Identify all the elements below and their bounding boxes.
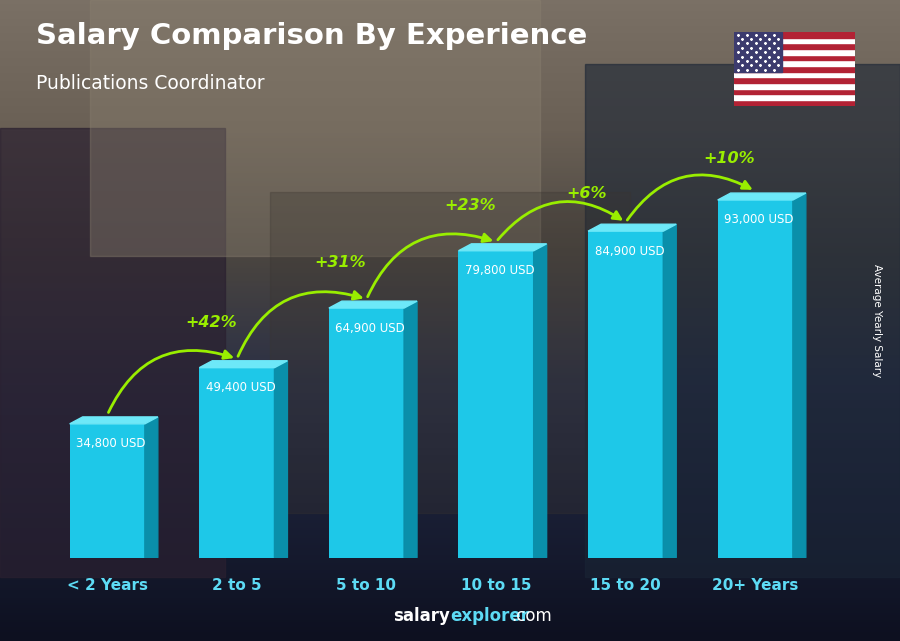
Text: 5 to 10: 5 to 10 [337,578,397,592]
Polygon shape [793,193,806,558]
Bar [90,0,540,256]
Polygon shape [588,224,676,231]
Polygon shape [404,301,417,558]
Text: 20+ Years: 20+ Years [712,578,798,592]
Text: Publications Coordinator: Publications Coordinator [36,74,265,93]
Bar [270,192,630,513]
Polygon shape [274,361,287,558]
Text: Average Yearly Salary: Average Yearly Salary [872,264,883,377]
Text: Salary Comparison By Experience: Salary Comparison By Experience [36,22,587,51]
Text: +31%: +31% [315,255,366,271]
Bar [734,88,855,94]
Polygon shape [145,417,158,558]
Polygon shape [199,361,287,368]
Text: < 2 Years: < 2 Years [67,578,148,592]
Text: explorer: explorer [450,607,529,625]
Bar [734,78,855,83]
Polygon shape [69,417,158,424]
Text: 34,800 USD: 34,800 USD [76,437,146,450]
Bar [69,424,145,558]
Bar [734,49,855,54]
Bar [734,72,855,78]
Bar [734,44,855,49]
Bar [0,128,225,577]
Polygon shape [534,244,546,558]
Polygon shape [458,244,546,251]
Text: 2 to 5: 2 to 5 [212,578,262,592]
Bar [734,32,782,72]
Text: .com: .com [511,607,552,625]
Text: 79,800 USD: 79,800 USD [465,264,535,277]
Bar [717,200,793,558]
Text: 84,900 USD: 84,900 USD [595,245,664,258]
Bar [734,100,855,106]
Text: 10 to 15: 10 to 15 [461,578,531,592]
Bar [734,54,855,60]
Text: salary: salary [393,607,450,625]
Bar [734,32,855,38]
Bar [328,308,404,558]
Bar [734,94,855,100]
Text: 49,400 USD: 49,400 USD [206,381,275,394]
Bar [734,66,855,72]
Bar [585,64,900,577]
Bar [734,60,855,66]
Bar [588,231,663,558]
Text: 64,900 USD: 64,900 USD [336,322,405,335]
Text: 93,000 USD: 93,000 USD [724,213,794,226]
Bar [458,251,534,558]
Polygon shape [328,301,417,308]
Text: +6%: +6% [567,186,607,201]
Polygon shape [717,193,806,200]
Bar [734,83,855,88]
Text: +10%: +10% [704,151,755,166]
Text: 15 to 20: 15 to 20 [590,578,662,592]
Text: +23%: +23% [445,198,496,213]
Text: +42%: +42% [185,315,237,330]
Polygon shape [663,224,676,558]
Bar [734,38,855,44]
Bar [199,368,274,558]
